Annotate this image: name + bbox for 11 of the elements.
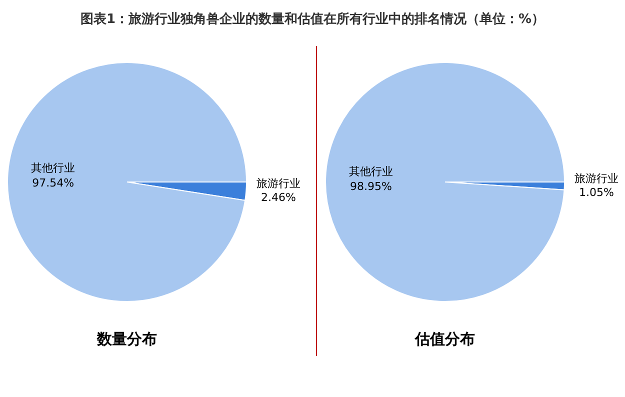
slice-label: 旅游行业 [574,172,618,185]
chart-title: 图表1：旅游行业独角兽企业的数量和估值在所有行业中的排名情况（单位：%） [79,11,546,28]
data-label: 98.95% [350,180,392,193]
data-label: 1.05% [579,186,614,199]
slice-label: 其他行业 [31,162,76,175]
data-label: 97.54% [32,176,74,190]
text: 数量分布 [96,330,158,349]
slice-label: 其他行业 [348,164,393,178]
text: 估值分布 [414,330,476,349]
slice-label: 旅游行业 [256,177,300,190]
data-label: 2.46% [261,191,296,204]
